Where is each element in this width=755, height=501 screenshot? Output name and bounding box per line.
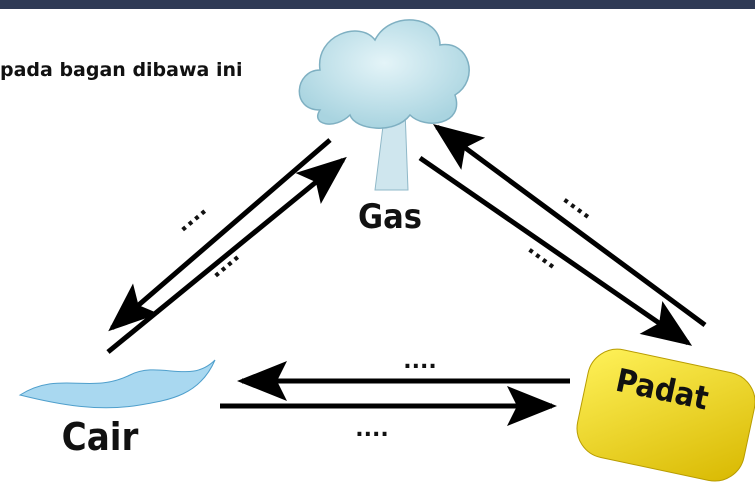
arrow-label: .... <box>170 197 212 238</box>
instruction: pada bagan dibawa ini <box>0 59 243 81</box>
top-bar <box>0 0 755 9</box>
solid-icon <box>571 344 755 487</box>
node-label: Gas <box>358 197 422 237</box>
arrow <box>437 127 705 325</box>
arrow-label: .... <box>355 417 388 442</box>
arrow-label: .... <box>403 349 436 374</box>
arrow-label: .... <box>523 235 565 275</box>
water-icon <box>20 360 215 408</box>
gas-icon <box>299 20 469 190</box>
node-label: Cair <box>62 415 139 459</box>
arrow-label: .... <box>203 243 245 284</box>
arrow <box>112 140 330 328</box>
diagram: pada bagan dibawa ini Gas Cair Padat ...… <box>0 0 755 501</box>
